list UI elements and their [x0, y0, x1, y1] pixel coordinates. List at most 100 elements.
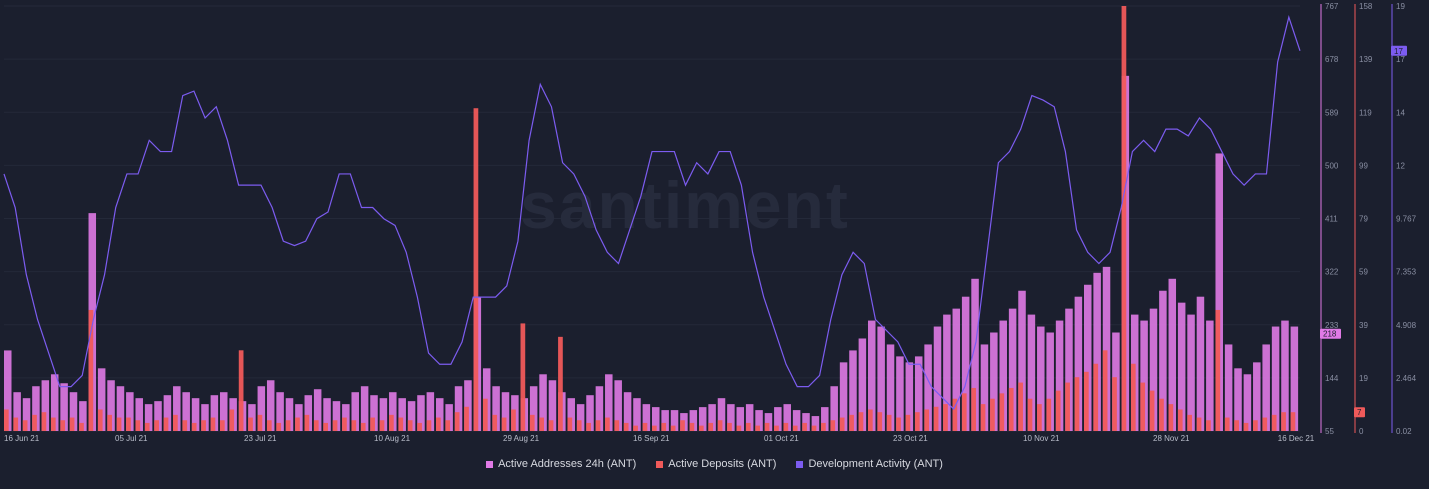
active-deposits-bar: [905, 414, 911, 431]
active-deposits-bar: [248, 417, 253, 431]
active-deposits-bar: [69, 417, 75, 431]
active-deposits-bar: [210, 417, 216, 431]
active-deposits-bar: [144, 422, 150, 431]
active-addresses-bar: [173, 386, 181, 431]
active-addresses-bar: [407, 401, 416, 431]
active-addresses-bar: [961, 296, 970, 431]
active-deposits-bar: [445, 420, 451, 431]
active-addresses-bar: [436, 398, 444, 431]
development-activity-line-group: [3, 15, 1301, 411]
legend-item-active-addresses[interactable]: Active Addresses 24h (ANT): [486, 458, 636, 470]
active-deposits-bar: [529, 414, 535, 431]
active-addresses-bars: [4, 75, 1299, 431]
active-deposits-bar: [304, 414, 310, 431]
active-addresses-bar: [1008, 308, 1017, 431]
active-deposits-axis-current-badge: [1354, 407, 1365, 418]
active-deposits-bar: [698, 425, 704, 431]
active-deposits-bar: [623, 422, 629, 431]
active-deposits-bar: [708, 422, 714, 431]
development-activity-axis-tick: 14: [1396, 108, 1405, 117]
active-deposits-axis-tick: 59: [1359, 268, 1368, 277]
x-tick-label: 16 Jun 21: [4, 434, 40, 443]
active-addresses-bar: [933, 326, 942, 431]
active-deposits-bar: [191, 422, 197, 431]
active-deposits-bar: [379, 420, 385, 431]
active-addresses-bar: [745, 404, 754, 431]
active-addresses-axis-tick: 55: [1325, 427, 1334, 436]
active-addresses-bar: [154, 401, 162, 431]
active-addresses-bar: [924, 344, 932, 431]
active-addresses-bar: [736, 407, 745, 431]
legend-swatch-active-deposits: [656, 460, 664, 468]
active-deposits-bar: [830, 420, 836, 431]
active-deposits-bar: [1074, 377, 1080, 431]
active-deposits-bar: [858, 412, 864, 431]
active-deposits-bar: [1187, 414, 1192, 431]
active-addresses-axis-tick: 233: [1325, 321, 1339, 330]
development-activity-axis-current-badge: [1391, 45, 1407, 56]
active-deposits-bar: [614, 420, 620, 431]
active-deposits-bar: [642, 422, 648, 431]
active-deposits-bar: [464, 406, 469, 431]
active-deposits-bar: [398, 417, 404, 431]
legend-item-development-activity[interactable]: Development Activity (ANT): [796, 458, 943, 470]
x-tick-label: 10 Aug 21: [374, 434, 411, 443]
active-deposits-axis-tick: 19: [1359, 374, 1368, 383]
legend: Active Addresses 24h (ANT) Active Deposi…: [0, 458, 1429, 470]
active-deposits-bar: [1281, 412, 1286, 431]
active-addresses-bar: [633, 398, 641, 431]
active-deposits-bar: [1046, 398, 1052, 431]
x-tick-label: 29 Aug 21: [503, 434, 540, 443]
active-deposits-bar: [1168, 404, 1174, 431]
x-tick-label: 10 Nov 21: [1023, 434, 1060, 443]
active-addresses-bar: [1046, 332, 1054, 431]
active-deposits-axis-tick: 99: [1359, 161, 1368, 170]
active-addresses-bar: [1234, 368, 1242, 431]
active-addresses-bar: [266, 380, 275, 431]
active-addresses-bar: [1159, 290, 1167, 431]
active-addresses-bar: [1215, 153, 1223, 431]
active-addresses-bar: [1055, 320, 1064, 431]
active-deposits-bar: [295, 417, 300, 431]
active-addresses-axis-current-badge: [1320, 328, 1341, 339]
active-deposits-bar: [567, 417, 573, 431]
development-activity-line: [3, 15, 1301, 411]
legend-item-active-deposits[interactable]: Active Deposits (ANT): [656, 458, 776, 470]
active-addresses-bar: [182, 392, 190, 431]
active-deposits-bar: [868, 409, 873, 431]
active-deposits-bar: [1159, 398, 1164, 431]
active-addresses-bar: [1177, 302, 1186, 431]
active-addresses-bar: [971, 278, 979, 431]
x-tick-label: 16 Dec 21: [1278, 434, 1315, 443]
active-deposits-bar: [32, 414, 37, 431]
development-activity-axis-tick: 17: [1396, 55, 1405, 64]
active-deposits-bar: [426, 420, 432, 431]
active-addresses-bar: [689, 410, 698, 431]
active-deposits-bar: [323, 422, 328, 431]
active-addresses-bar: [1018, 290, 1026, 431]
active-addresses-bar: [304, 395, 313, 431]
active-addresses-bar: [868, 320, 876, 431]
active-deposits-bar: [1008, 387, 1014, 431]
active-deposits-bar: [633, 425, 638, 431]
active-deposits-bar: [41, 412, 47, 431]
active-addresses-bar: [698, 407, 707, 431]
active-deposits-bar: [107, 414, 112, 431]
active-addresses-bar: [454, 386, 463, 431]
legend-label-development-activity: Development Activity (ANT): [808, 458, 943, 470]
active-deposits-bar: [548, 420, 554, 431]
active-addresses-bar: [764, 413, 773, 431]
active-deposits-bar: [370, 417, 375, 431]
active-deposits-bar: [1206, 420, 1211, 431]
active-addresses-bar: [802, 413, 810, 431]
active-deposits-bar: [229, 409, 235, 431]
active-deposits-bar: [1196, 417, 1202, 431]
development-activity-axis-current-value: 17: [1394, 47, 1403, 56]
active-addresses-bar: [980, 344, 989, 431]
active-addresses-bar: [116, 386, 125, 431]
active-addresses-bar: [210, 395, 219, 431]
active-deposits-bar: [1253, 420, 1258, 431]
x-tick-label: 16 Sep 21: [633, 434, 670, 443]
active-addresses-bar: [614, 380, 622, 431]
active-deposits-bar: [1093, 363, 1099, 431]
